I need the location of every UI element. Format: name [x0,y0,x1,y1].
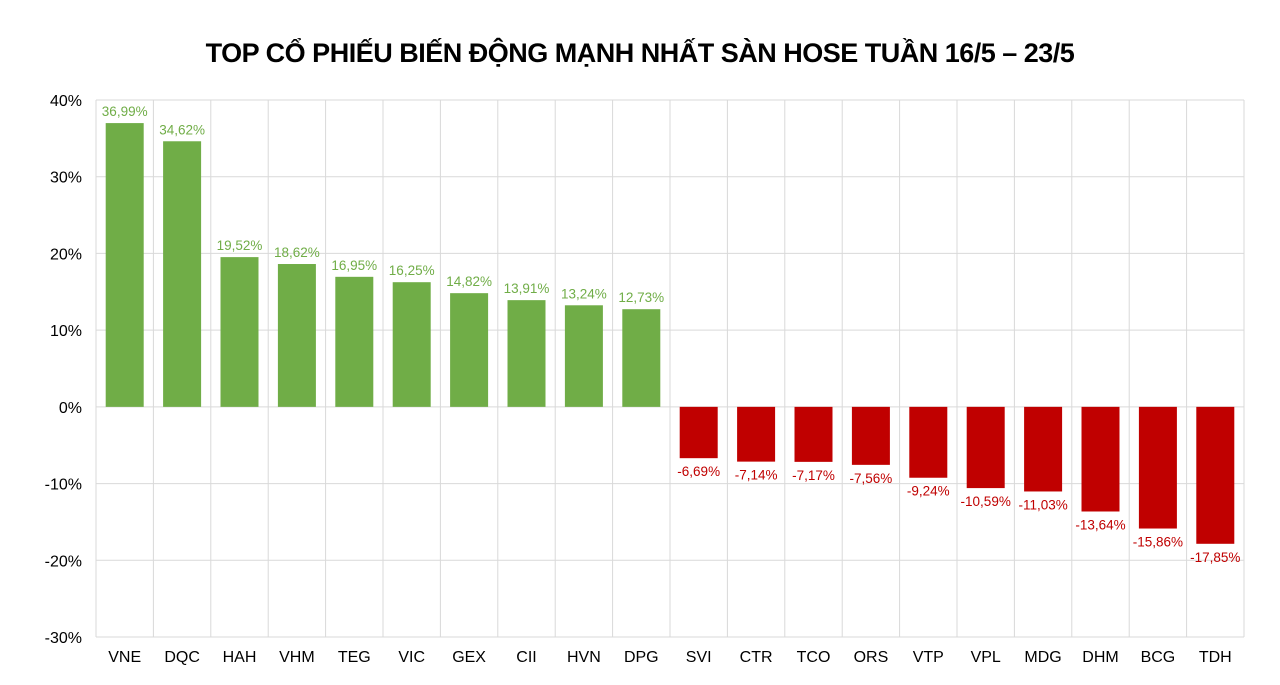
bar-vpl [966,406,1005,489]
data-label: -17,85% [1190,550,1240,565]
x-tick-label: BCG [1141,649,1176,666]
data-label: -7,14% [735,468,778,483]
x-tick-label: TDH [1199,649,1232,666]
bar-ctr [737,406,776,462]
data-label: 34,62% [159,122,205,137]
bar-vne [105,123,144,407]
x-tick-label: DQC [164,649,200,666]
y-tick-label: 10% [50,323,82,340]
x-tick-label: VIC [398,649,425,666]
bar-tco [794,406,833,462]
x-tick-label: VHM [279,649,315,666]
bar-svi [679,406,718,459]
x-tick-label: DHM [1082,649,1118,666]
bar-teg [335,276,374,407]
data-label: -6,69% [677,464,720,479]
y-tick-label: 40% [50,93,82,110]
y-tick-label: -10% [45,477,82,494]
data-label: -9,24% [907,484,950,499]
x-tick-label: GEX [452,649,486,666]
bar-vhm [277,264,316,407]
y-tick-label: -20% [45,553,82,570]
x-tick-label: MDG [1024,649,1061,666]
bar-dhm [1081,406,1120,512]
data-label: 13,91% [504,281,550,296]
bar-hah [220,257,259,407]
y-tick-label: 30% [50,170,82,187]
data-label: -15,86% [1133,535,1183,550]
y-tick-label: -30% [45,630,82,647]
chart-title: TOP CỔ PHIẾU BIẾN ĐỘNG MẠNH NHẤT SÀN HOS… [205,38,1075,68]
x-tick-label: CTR [740,649,773,666]
bar-vic [392,282,431,407]
y-tick-label: 0% [59,400,82,417]
data-label: 16,25% [389,263,435,278]
bar-cii [507,300,546,407]
data-label: -11,03% [1018,497,1067,512]
bar-vtp [909,406,948,478]
data-label: 18,62% [274,245,320,260]
x-tick-label: ORS [854,649,889,666]
x-tick-label: TEG [338,649,371,666]
x-tick-label: TCO [797,649,831,666]
bar-mdg [1024,406,1063,492]
x-tick-label: VTP [913,649,944,666]
data-label: 14,82% [446,274,492,289]
bar-dqc [163,141,202,407]
bar-tdh [1196,406,1235,544]
bar-ors [851,406,890,465]
data-label: -13,64% [1075,517,1125,532]
x-tick-label: VPL [971,649,1001,666]
data-label: 12,73% [618,290,664,305]
data-label: -7,56% [850,471,893,486]
x-tick-label: DPG [624,649,659,666]
x-tick-label: HAH [223,649,257,666]
bar-dpg [622,309,661,407]
bar-hvn [564,305,603,407]
x-tick-label: HVN [567,649,601,666]
data-label: -7,17% [792,468,835,483]
x-tick-label: CII [516,649,536,666]
bar-gex [450,293,489,407]
data-label: 36,99% [102,104,148,119]
x-tick-label: SVI [686,649,712,666]
data-label: 16,95% [331,258,377,273]
data-label: 13,24% [561,286,607,301]
data-label: 19,52% [217,238,263,253]
data-label: -10,59% [961,494,1011,509]
y-tick-label: 20% [50,246,82,263]
x-tick-label: VNE [108,649,141,666]
bar-bcg [1138,406,1177,529]
